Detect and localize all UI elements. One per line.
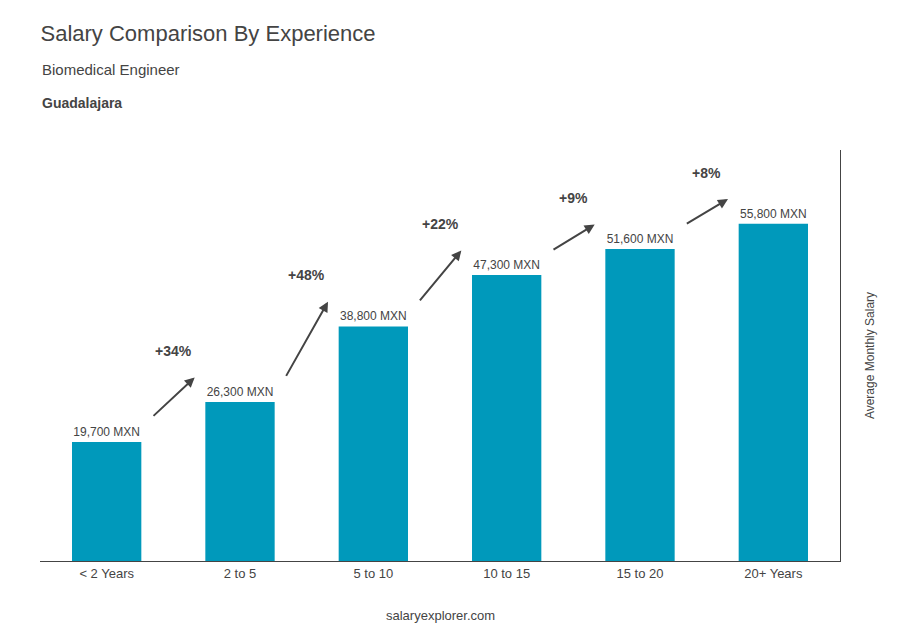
- svg-text:Average Monthly Salary: Average Monthly Salary: [863, 292, 877, 419]
- svg-text:+9%: +9%: [559, 190, 588, 206]
- svg-text:< 2 Years: < 2 Years: [79, 566, 134, 581]
- svg-text:10 to 15: 10 to 15: [483, 566, 530, 581]
- svg-text:Salary Comparison By Experienc: Salary Comparison By Experience: [41, 21, 376, 46]
- svg-text:26,300 MXN: 26,300 MXN: [207, 385, 274, 399]
- svg-text:20+ Years: 20+ Years: [744, 566, 803, 581]
- svg-text:38,800 MXN: 38,800 MXN: [340, 309, 407, 323]
- svg-text:51,600 MXN: 51,600 MXN: [607, 232, 674, 246]
- svg-text:47,300 MXN: 47,300 MXN: [473, 258, 540, 272]
- svg-text:Biomedical Engineer: Biomedical Engineer: [42, 61, 180, 78]
- svg-text:salaryexplorer.com: salaryexplorer.com: [386, 608, 495, 623]
- svg-text:5 to 10: 5 to 10: [353, 566, 393, 581]
- svg-text:55,800 MXN: 55,800 MXN: [740, 207, 807, 221]
- svg-text:+48%: +48%: [288, 267, 325, 283]
- svg-text:Guadalajara: Guadalajara: [42, 95, 122, 111]
- svg-text:2 to 5: 2 to 5: [224, 566, 257, 581]
- svg-text:15 to 20: 15 to 20: [617, 566, 664, 581]
- svg-text:+8%: +8%: [692, 165, 721, 181]
- svg-text:+34%: +34%: [155, 343, 192, 359]
- svg-text:+22%: +22%: [422, 216, 459, 232]
- svg-text:19,700 MXN: 19,700 MXN: [73, 425, 140, 439]
